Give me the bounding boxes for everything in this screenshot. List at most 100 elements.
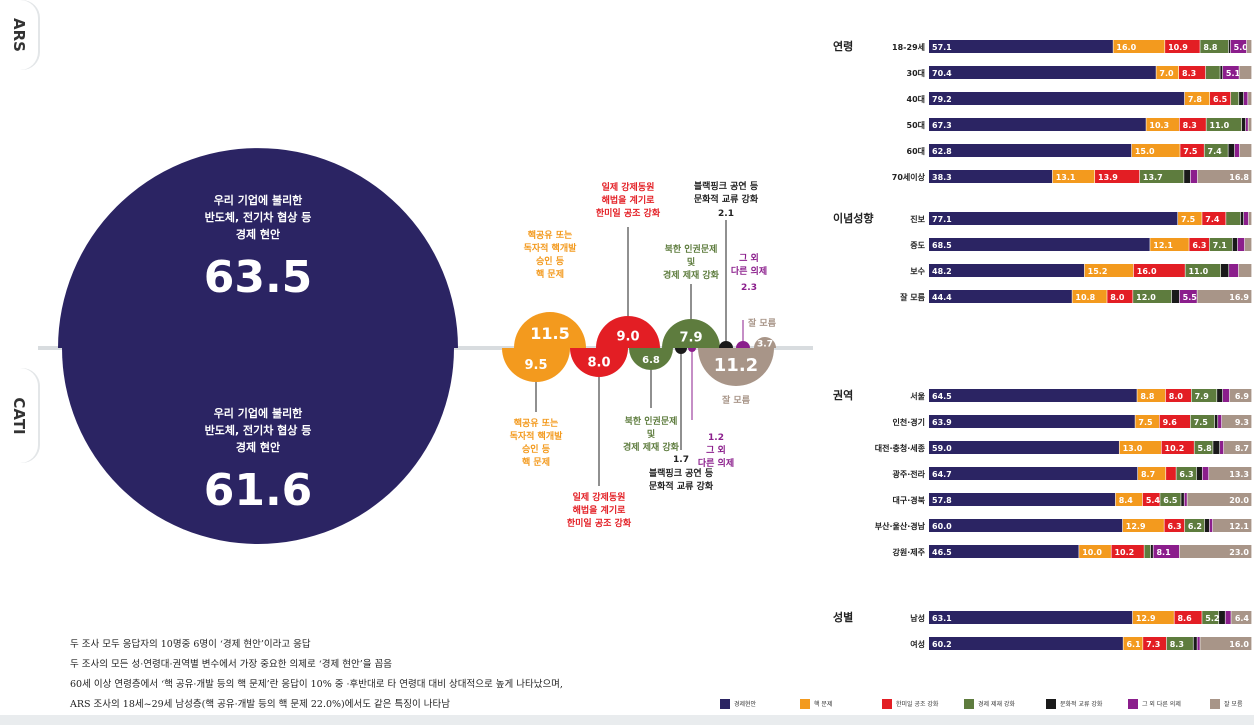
legend-label: 핵 문제 — [814, 701, 833, 708]
bar-segment — [929, 170, 1053, 183]
bar-segment — [1197, 290, 1252, 303]
bar-segment — [1217, 389, 1223, 402]
bar-segment — [1095, 170, 1140, 183]
bar-segment — [1200, 637, 1252, 650]
bar-segment — [1142, 493, 1160, 506]
bubble-value: 9.5 — [524, 358, 547, 373]
bar-segment — [1212, 519, 1252, 532]
row-label: 대전·충청·세종 — [875, 443, 926, 453]
bubble-ars — [754, 337, 776, 348]
bar-segment — [1245, 118, 1248, 131]
legend: 경제현안 핵 문제 한미일 공조 강화 경제 제재 강화 문화적 교류 강화 그… — [720, 698, 1254, 710]
bar-segment — [1159, 415, 1191, 428]
bar-segment — [1196, 467, 1202, 480]
row-label: 진보 — [910, 214, 925, 224]
bar-segment — [1184, 519, 1205, 532]
bar-segment — [1197, 637, 1200, 650]
segment-label: 8.3 — [1183, 121, 1197, 130]
legend-swatch — [882, 699, 892, 709]
bar-segment — [1193, 637, 1197, 650]
bar-segment — [1137, 389, 1166, 402]
bar-segment — [1187, 493, 1252, 506]
bar-segment — [1237, 238, 1245, 251]
bar-segment — [1202, 212, 1226, 225]
row-label: 30대 — [907, 68, 926, 78]
note-line: 두 조사의 모든 성·연령대·권역별 변수에서 가장 중요한 의제로 ‘경제 현… — [70, 659, 392, 670]
bar-segment — [1161, 441, 1194, 454]
bottom-strip — [0, 715, 1254, 725]
cati-tab[interactable]: CATI — [0, 368, 38, 463]
bar-segment — [1230, 40, 1247, 53]
bubble-cati — [570, 348, 628, 377]
bar-segment — [1131, 144, 1180, 157]
bubble-cati — [675, 348, 687, 354]
bar-segment — [1184, 170, 1191, 183]
bar-segment — [929, 493, 1116, 506]
bar-segment — [1206, 118, 1242, 131]
segment-label: 10.3 — [1149, 121, 1169, 130]
bubble-label: 북한 인권문제 — [625, 415, 678, 427]
segment-label: 57.8 — [932, 496, 952, 505]
row-label: 대구·경북 — [893, 495, 926, 505]
segment-label: 7.3 — [1146, 640, 1160, 649]
segment-label: 13.0 — [1123, 444, 1143, 453]
bar-segment — [929, 467, 1138, 480]
segment-label: 15.2 — [1088, 267, 1108, 276]
bar-segment — [1165, 40, 1200, 53]
bar-segment — [929, 545, 1079, 558]
bar-segment — [1179, 66, 1206, 79]
row-label: 서울 — [910, 391, 925, 401]
segment-label: 8.7 — [1141, 470, 1155, 479]
ars-tab-label: ARS — [10, 18, 28, 52]
bar-segment — [1123, 637, 1143, 650]
bar-segment — [1248, 118, 1252, 131]
segment-label: 64.5 — [932, 392, 952, 401]
bubble-value: 7.9 — [679, 330, 702, 345]
bar-segment — [1107, 290, 1133, 303]
bubble-label: 독자적 핵개발 — [524, 242, 578, 254]
bubble-label: 승인 등 — [522, 444, 550, 455]
bar-segment — [1122, 519, 1164, 532]
row-label: 18-29세 — [892, 42, 925, 52]
bar-segment — [1220, 441, 1224, 454]
segment-label: 5.1 — [1226, 69, 1241, 78]
bar-segment — [1072, 290, 1107, 303]
bar-segment — [1231, 611, 1252, 624]
bar-segment — [1166, 637, 1193, 650]
segment-label: 10.9 — [1168, 43, 1188, 52]
bar-segment — [1209, 238, 1233, 251]
segment-label: 7.4 — [1205, 215, 1220, 224]
bar-segment — [1229, 264, 1239, 277]
segment-label: 13.9 — [1098, 173, 1118, 182]
segment-label: 77.1 — [932, 215, 952, 224]
segment-label: 70.4 — [932, 69, 952, 78]
bar-segment — [1221, 415, 1252, 428]
legend-label: 잘 모름 — [1224, 701, 1243, 708]
bar-segment — [929, 212, 1178, 225]
segment-label: 8.0 — [1110, 293, 1125, 302]
bar-segment — [1239, 66, 1252, 79]
bubble-label: 핵 문제 — [522, 456, 550, 468]
bubble-label: 그 외 — [739, 252, 759, 264]
ars-tab[interactable]: ARS — [0, 0, 38, 70]
bar-segment — [929, 389, 1137, 402]
bar-segment — [1220, 66, 1223, 79]
bar-segment — [1213, 441, 1220, 454]
bubble-value: 11.5 — [530, 324, 569, 343]
bar-segment — [1194, 441, 1213, 454]
segment-label: 13.3 — [1229, 470, 1249, 479]
bubble-label: 경제 제재 강화 — [663, 269, 720, 281]
row-label: 60대 — [907, 146, 926, 156]
bar-segment — [1171, 290, 1180, 303]
row-label: 70세이상 — [892, 172, 926, 182]
segment-label: 8.3 — [1182, 69, 1196, 78]
segment-label: 12.0 — [1136, 293, 1156, 302]
bar-segment — [1248, 212, 1252, 225]
bar-segment — [1189, 238, 1210, 251]
segment-label: 16.0 — [1137, 267, 1157, 276]
bar-segment — [1137, 467, 1166, 480]
bar-segment — [1185, 264, 1221, 277]
row-label: 잘 모름 — [900, 292, 926, 302]
bubble-label: 핵 문제 — [536, 268, 564, 280]
bubble-label: 경제 제재 강화 — [623, 441, 680, 453]
